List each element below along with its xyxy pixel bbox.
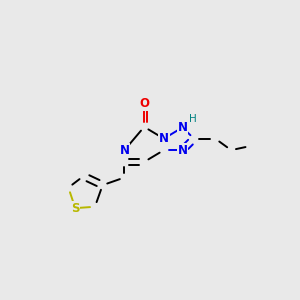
Text: H: H	[189, 114, 197, 124]
Text: N: N	[159, 132, 169, 145]
Text: O: O	[139, 97, 149, 110]
Text: S: S	[71, 202, 80, 214]
Text: N: N	[119, 144, 130, 157]
Text: N: N	[178, 144, 188, 157]
Text: N: N	[178, 121, 188, 134]
